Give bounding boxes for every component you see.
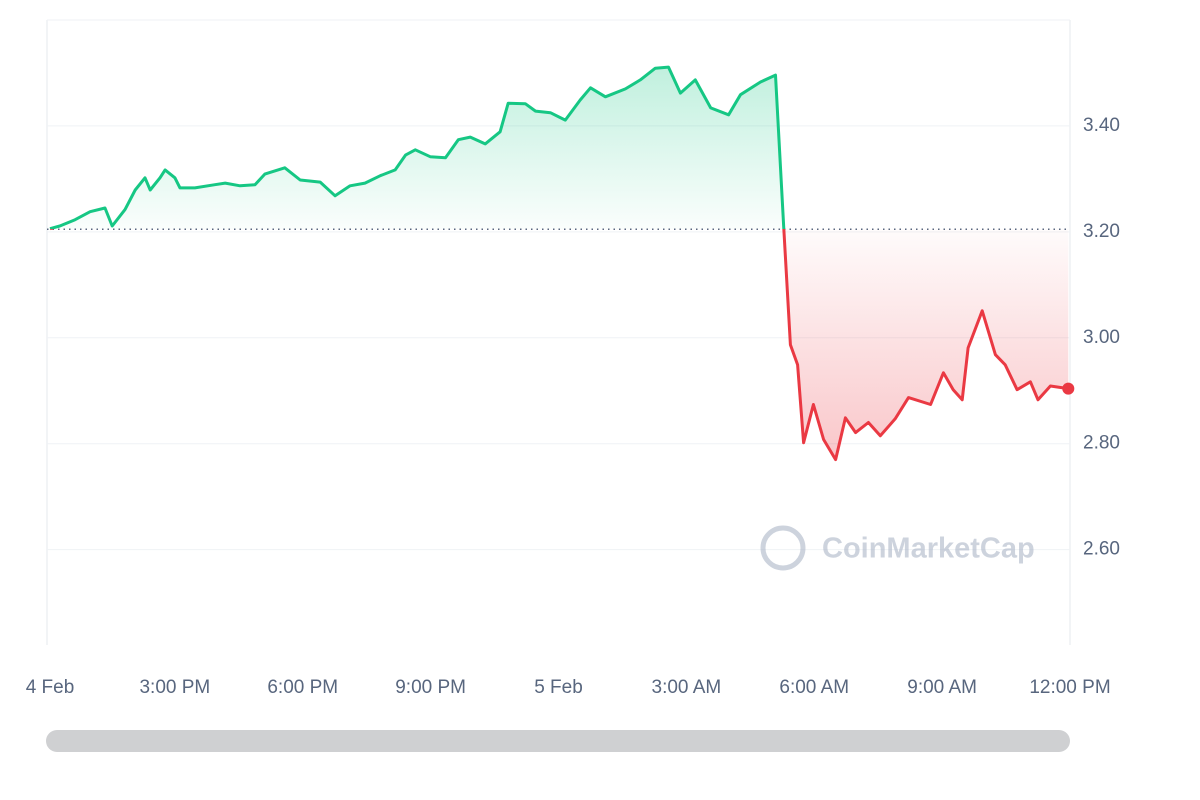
watermark-logo <box>760 525 806 571</box>
x-tick-label: 9:00 AM <box>907 677 977 698</box>
y-tick-label: 3.00 <box>1083 327 1120 348</box>
end-point <box>1062 382 1075 395</box>
x-tick-label: 6:00 PM <box>267 677 338 698</box>
watermark: CoinMarketCap <box>760 525 1035 571</box>
x-tick-label: 6:00 AM <box>779 677 849 698</box>
x-tick-label: 5 Feb <box>534 677 583 698</box>
y-tick-label: 3.40 <box>1083 115 1120 136</box>
price-line <box>49 65 1069 462</box>
y-tick-label: 2.60 <box>1083 539 1120 560</box>
x-tick-label: 12:00 PM <box>1029 677 1110 698</box>
scrollbar[interactable] <box>46 730 1070 752</box>
watermark-text: CoinMarketCap <box>822 533 1035 565</box>
x-tick-label: 3:00 AM <box>652 677 722 698</box>
x-tick-label: 3:00 PM <box>139 677 210 698</box>
area <box>49 67 1069 460</box>
y-tick-label: 2.80 <box>1083 433 1120 454</box>
x-tick-label: 4 Feb <box>26 677 75 698</box>
x-tick-label: 9:00 PM <box>395 677 466 698</box>
y-tick-label: 3.20 <box>1083 221 1120 242</box>
